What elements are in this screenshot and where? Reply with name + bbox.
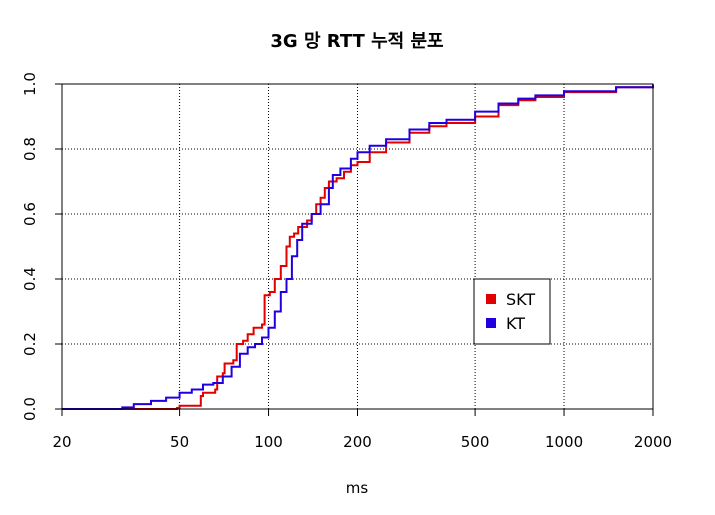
legend-label-kt: KT (506, 314, 525, 333)
x-tick-label: 100 (254, 433, 283, 451)
x-tick-label: 200 (343, 433, 372, 451)
y-tick-label: 0.8 (21, 137, 39, 161)
y-tick-label: 0.6 (21, 202, 39, 226)
x-tick-label: 20 (52, 433, 71, 451)
legend-label-skt: SKT (506, 290, 535, 309)
series-layer (62, 84, 654, 410)
grid-lines (61, 83, 654, 410)
x-tick-label: 2000 (634, 433, 672, 451)
x-tick-label: 500 (461, 433, 490, 451)
legend: SKT KT (473, 278, 551, 345)
x-tick-label: 1000 (545, 433, 583, 451)
legend-swatch-skt (486, 294, 496, 304)
y-tick-label: 0.0 (21, 397, 39, 421)
x-axis-label: ms (346, 479, 369, 497)
y-tick-label: 0.4 (21, 267, 39, 291)
legend-swatch-kt (486, 318, 496, 328)
series-line-kt (62, 84, 654, 410)
chart-title: 3G 망 RTT 누적 분포 (270, 31, 443, 52)
x-tick-label: 50 (170, 433, 189, 451)
y-tick-label: 0.2 (21, 332, 39, 356)
y-axis: 0.0 0.2 0.4 0.6 0.8 1.0 (21, 72, 62, 421)
y-tick-label: 1.0 (21, 72, 39, 96)
legend-box (473, 278, 551, 345)
x-axis: 20 50 100 200 500 1000 2000 (52, 409, 672, 451)
